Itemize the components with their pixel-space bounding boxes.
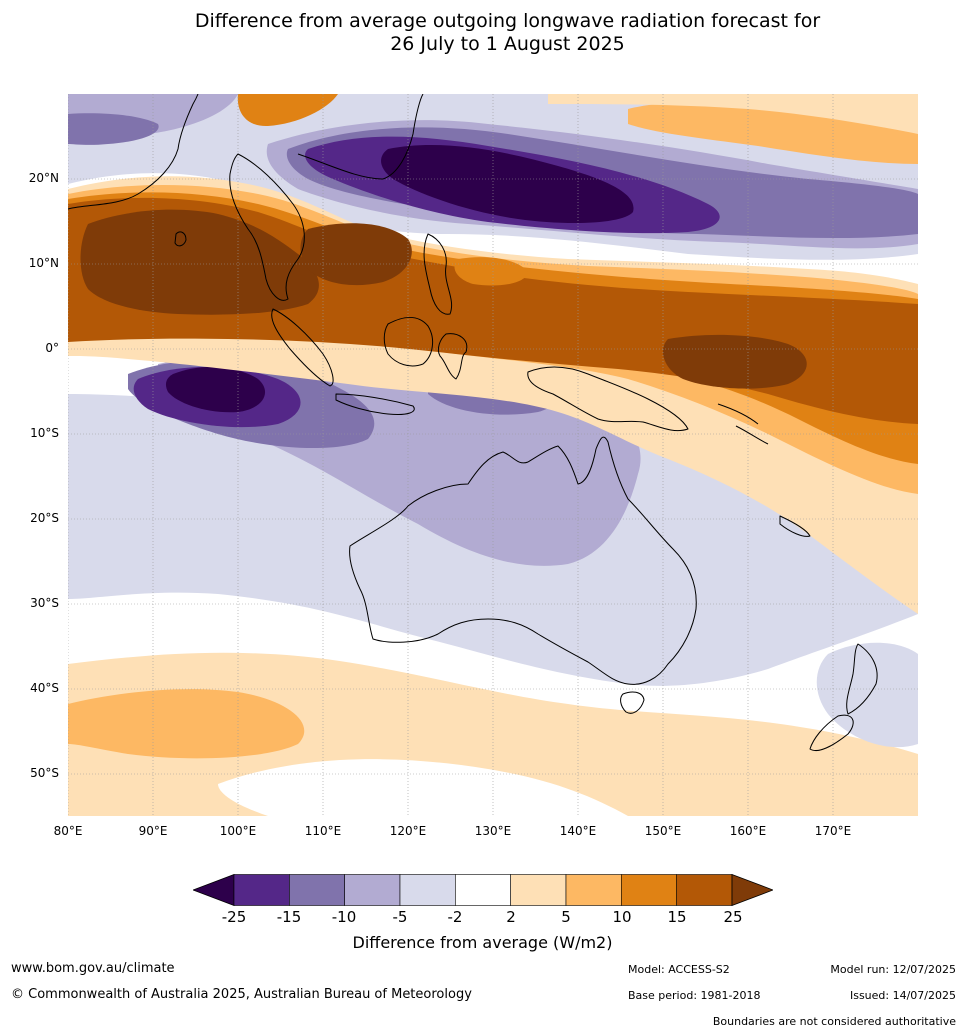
colorbar-cell: [233, 874, 290, 906]
colorbar-tick: 5: [561, 908, 571, 926]
colorbar-cell: [289, 874, 345, 906]
lon-label-170e: 170°E: [814, 824, 852, 838]
colorbar-cell: [565, 874, 622, 906]
sumatra-coastline: [271, 308, 334, 387]
lat-label-10s: 10°S: [30, 426, 59, 440]
north-pacific-top-orange: [548, 94, 918, 134]
colorbar-tick: -15: [276, 908, 302, 926]
new-zealand-south-coastline: [809, 714, 854, 751]
borneo-coastline: [383, 317, 434, 367]
colorbar-tick: 15: [667, 908, 687, 926]
colorbar-tick: 2: [506, 908, 516, 926]
indian-ocean-darkest-purple: [165, 366, 266, 413]
colorbar-extend-high: [731, 874, 773, 906]
new-zealand-north-coastline: [846, 643, 878, 715]
colorbar-tick: -2: [447, 908, 463, 926]
australia-coastline: [349, 436, 697, 685]
north-pacific-darkest-purple: [381, 145, 634, 224]
new-guinea-coastline: [527, 366, 689, 432]
graticule: [68, 94, 918, 816]
colorbar-cell: [676, 874, 733, 906]
colorbar-tick: -10: [331, 908, 357, 926]
nz-pale-purple-zone: [816, 642, 918, 748]
orange-band-darkest-west: [80, 209, 319, 315]
sulawesi-coastline: [437, 333, 468, 380]
lon-label-100e: 100°E: [219, 824, 257, 838]
colorbar-tick: 25: [723, 908, 743, 926]
colorbar-tick: 10: [612, 908, 632, 926]
lat-label-0: 0°: [45, 341, 59, 355]
copyright-text: © Commonwealth of Australia 2025, Austra…: [11, 987, 472, 1002]
colorbar-tick: -5: [392, 908, 408, 926]
lat-label-40s: 40°S: [30, 681, 59, 695]
southern-white-gap: [218, 759, 628, 816]
colorbar-title: Difference from average (W/m2): [352, 933, 613, 952]
bay-of-bengal-purple: [68, 113, 159, 145]
lon-label-130e: 130°E: [474, 824, 512, 838]
lat-label-20s: 20°S: [30, 511, 59, 525]
orange-band-darkest-central: [300, 223, 412, 286]
title-line-1: Difference from average outgoing longwav…: [194, 10, 821, 32]
indochina-coastline: [229, 153, 305, 301]
sri-lanka-coastline: [174, 231, 187, 247]
lon-label-110e: 110°E: [304, 824, 342, 838]
lat-label-50s: 50°S: [30, 766, 59, 780]
lon-label-160e: 160°E: [729, 824, 767, 838]
colorbar-cell: [455, 874, 511, 906]
lon-label-150e: 150°E: [644, 824, 682, 838]
colorbar-cell: [621, 874, 677, 906]
website-link[interactable]: www.bom.gov.au/climate: [11, 961, 175, 976]
issued-text: Issued: 14/07/2025: [849, 989, 956, 1002]
india-coastline: [68, 94, 199, 210]
new-caledonia-coastline: [779, 515, 811, 537]
south-china-sea-orange: [237, 94, 338, 127]
disclaimer-text: Boundaries are not considered authoritat…: [712, 1015, 956, 1028]
coastlines: [68, 94, 878, 751]
model-run-text: Model run: 12/07/2025: [830, 963, 956, 976]
model-text: Model: ACCESS-S2: [628, 963, 730, 976]
lon-label-120e: 120°E: [389, 824, 427, 838]
title-line-2: 26 July to 1 August 2025: [390, 33, 625, 55]
colorbar: [193, 874, 773, 906]
orange-band-darkest-east: [663, 334, 807, 389]
base-period-text: Base period: 1981-2018: [628, 989, 761, 1002]
lon-label-90e: 90°E: [138, 824, 168, 838]
lon-label-80e: 80°E: [53, 824, 83, 838]
java-coastline: [335, 393, 415, 415]
colorbar-tick: -25: [221, 908, 247, 926]
colorbar-cell: [344, 874, 401, 906]
solomon-islands-coastline: [717, 403, 769, 445]
lon-label-140e: 140°E: [559, 824, 597, 838]
colorbar-extend-low: [193, 874, 235, 906]
tasmania-coastline: [620, 691, 645, 714]
southern-medium-orange-zone: [68, 689, 305, 759]
olr-anomaly-map: [68, 94, 918, 816]
china-coastline: [297, 94, 424, 180]
lat-label-30s: 30°S: [30, 596, 59, 610]
colorbar-cell: [510, 874, 567, 906]
lat-label-20n: 20°N: [28, 171, 59, 185]
map-title: Difference from average outgoing longwav…: [0, 10, 965, 56]
colorbar-cell: [399, 874, 456, 906]
philippines-coastline: [423, 233, 452, 315]
lat-label-10n: 10°N: [28, 256, 59, 270]
